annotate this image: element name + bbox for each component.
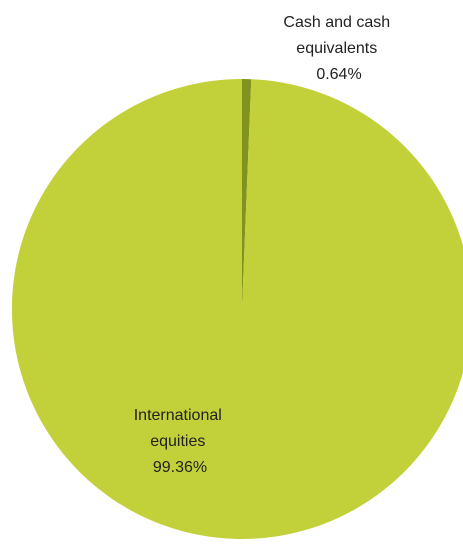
slice-label-international-line-2: equities xyxy=(150,433,205,450)
slice-label-cash-line-2: equivalents xyxy=(296,40,377,57)
slice-label-cash-line-1: Cash and cash xyxy=(283,14,390,31)
pie-slice-cash xyxy=(242,79,252,309)
slice-label-cash: Cash and cash equivalents 0.64% xyxy=(283,14,394,83)
pie-slices xyxy=(11,79,463,539)
slice-label-international-line-1: International xyxy=(134,407,222,424)
slice-label-international-equities: International equities 99.36% xyxy=(134,407,227,476)
pie-slice-international-equities xyxy=(11,79,463,539)
slice-value-international: 99.36% xyxy=(153,459,207,476)
slice-value-cash: 0.64% xyxy=(316,66,361,83)
